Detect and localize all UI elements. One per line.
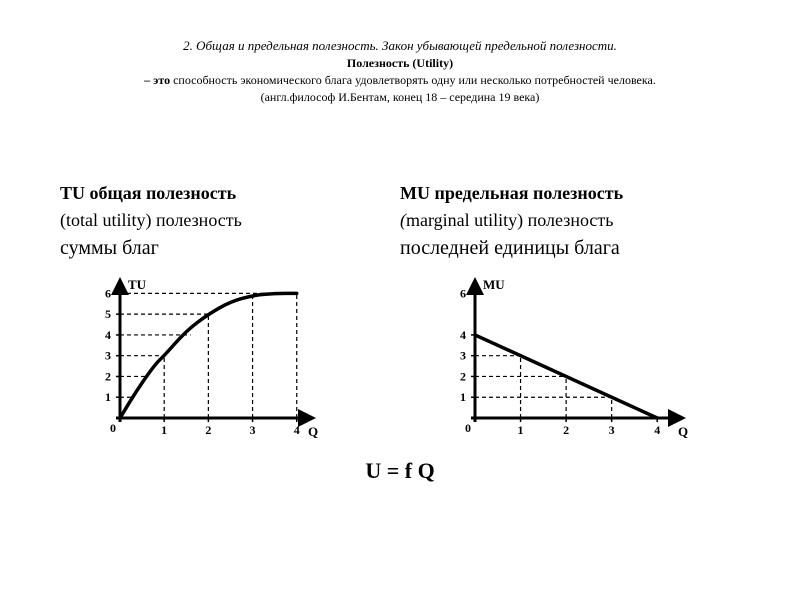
page-subtitle: Полезность (Utility) [0, 56, 800, 71]
svg-text:0: 0 [110, 421, 116, 435]
mu-line1-rest: marginal utility) полезность [406, 210, 614, 230]
definition-line: – это способность экономического блага у… [0, 73, 800, 88]
mu-chart: 0 MU Q 1 2 3 4 6 1 2 3 4 [435, 268, 705, 438]
charts-row: 0 TU Q 1 2 3 4 5 6 1 2 3 4 0 MU Q 1 2 3 4 6 1 2 3 4 [0, 268, 800, 438]
svg-text:3: 3 [250, 423, 256, 437]
definition-rest: способность экономического блага удовлет… [170, 73, 656, 87]
svg-text:3: 3 [460, 349, 466, 363]
svg-text:2: 2 [205, 423, 211, 437]
svg-text:6: 6 [460, 287, 466, 301]
svg-text:1: 1 [105, 390, 111, 404]
tu-chart-slot: 0 TU Q 1 2 3 4 5 6 1 2 3 4 [80, 268, 405, 438]
tu-line1: (total utility) полезность [60, 210, 400, 231]
svg-text:0: 0 [465, 421, 471, 435]
svg-text:6: 6 [105, 287, 111, 301]
definitions-row: TU общая полезность (total utility) поле… [0, 183, 800, 260]
svg-text:4: 4 [294, 423, 300, 437]
svg-text:4: 4 [105, 328, 111, 342]
svg-text:3: 3 [105, 349, 111, 363]
svg-text:2: 2 [460, 370, 466, 384]
svg-text:5: 5 [105, 307, 111, 321]
svg-text:Q: Q [308, 424, 318, 438]
svg-text:TU: TU [128, 277, 147, 292]
mu-line1: (marginal utility) полезность [400, 210, 740, 231]
svg-text:2: 2 [105, 370, 111, 384]
svg-text:1: 1 [460, 390, 466, 404]
mu-definition: MU предельная полезность (marginal utili… [400, 183, 740, 260]
definition-source: (англ.философ И.Бентам, конец 18 – серед… [0, 90, 800, 105]
svg-text:3: 3 [609, 423, 615, 437]
definition-prefix: – это [144, 73, 170, 87]
svg-text:1: 1 [518, 423, 524, 437]
tu-definition: TU общая полезность (total utility) поле… [60, 183, 400, 260]
svg-text:2: 2 [563, 423, 569, 437]
svg-text:Q: Q [678, 424, 688, 438]
mu-heading: MU предельная полезность [400, 183, 740, 204]
svg-text:1: 1 [161, 423, 167, 437]
svg-text:MU: MU [483, 277, 505, 292]
formula: U = f Q [0, 458, 800, 484]
tu-line2: суммы благ [60, 237, 400, 260]
tu-heading: TU общая полезность [60, 183, 400, 204]
page-title: 2. Общая и предельная полезность. Закон … [0, 38, 800, 54]
svg-text:4: 4 [654, 423, 660, 437]
mu-chart-slot: 0 MU Q 1 2 3 4 6 1 2 3 4 [405, 268, 760, 438]
mu-line2: последней единицы блага [400, 237, 740, 260]
tu-chart: 0 TU Q 1 2 3 4 5 6 1 2 3 4 [80, 268, 330, 438]
header: 2. Общая и предельная полезность. Закон … [0, 0, 800, 105]
svg-text:4: 4 [460, 328, 466, 342]
